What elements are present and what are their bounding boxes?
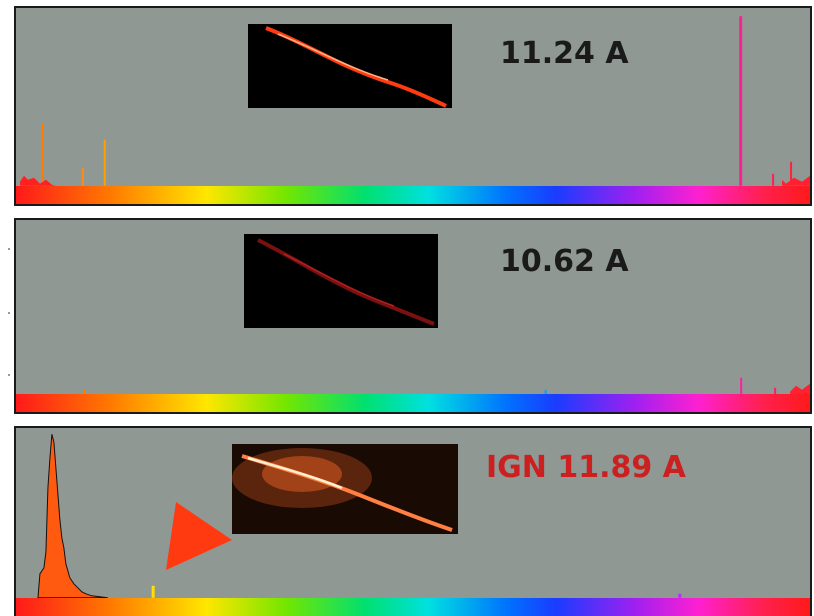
spectrum-bar-2 [16, 394, 810, 412]
margin-dot [8, 312, 10, 314]
spectrum-panel-2: 10.62 A [14, 218, 812, 414]
histogram-2 [83, 377, 810, 396]
spectrum-bar-3 [16, 598, 810, 616]
margin-dot [8, 374, 10, 376]
margin-dot [8, 248, 10, 250]
spectrum-panel-3: IGN 11.89 A [14, 426, 812, 616]
flame-thumbnail-2 [244, 234, 438, 328]
spectrum-panel-1: 11.24 A [14, 6, 812, 206]
panel-3-label: IGN 11.89 A [486, 450, 686, 485]
spectrum-bar-1 [16, 186, 810, 204]
histogram-1 [19, 16, 810, 186]
histogram-3 [37, 434, 682, 599]
flame-thumbnail-1 [248, 24, 452, 108]
red-triangle-arrow-icon [166, 502, 232, 570]
panel-1-label: 11.24 A [500, 36, 629, 71]
panel-2-label: 10.62 A [500, 244, 629, 279]
flame-thumbnail-3 [232, 444, 458, 534]
